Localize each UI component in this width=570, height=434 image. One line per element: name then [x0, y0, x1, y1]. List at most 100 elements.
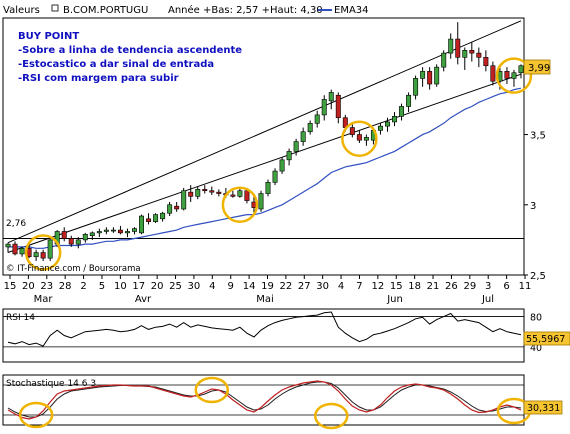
- date-tick-label: 9: [228, 281, 234, 292]
- candle: [469, 41, 475, 62]
- candle: [160, 211, 166, 222]
- candle: [188, 185, 194, 202]
- candle: [12, 241, 18, 256]
- candle-body-up: [462, 50, 468, 58]
- candle-body-up: [19, 248, 25, 255]
- ticker-name: B.COM.PORTUGU: [63, 5, 148, 16]
- candle: [216, 189, 222, 197]
- stochastic-highlight-circles: [18, 376, 532, 430]
- candle-body-up: [307, 123, 313, 133]
- rsi-grid: [3, 316, 524, 348]
- candle: [448, 33, 454, 59]
- candle: [139, 214, 144, 235]
- candle-body-down: [244, 190, 250, 201]
- candle-body-up: [258, 193, 264, 210]
- candle: [511, 69, 517, 87]
- stochastic-panel: Stochastique 14 6 3 30,331: [2, 374, 563, 430]
- candle-body-down: [230, 194, 236, 197]
- candle: [476, 47, 482, 68]
- candle: [434, 64, 440, 87]
- candle: [377, 123, 383, 135]
- candle: [413, 75, 419, 100]
- valeurs-label[interactable]: Valeurs: [3, 5, 40, 16]
- ema34-line: [8, 87, 522, 249]
- candle: [427, 67, 433, 90]
- candle-body-up: [518, 65, 524, 74]
- candle: [328, 89, 334, 110]
- candle: [174, 201, 180, 212]
- candle: [349, 123, 355, 138]
- month-label: Avr: [135, 294, 152, 305]
- candle-body-down: [455, 38, 461, 58]
- candle-body-down: [12, 243, 18, 255]
- candle: [47, 238, 53, 261]
- price-panel-frame: [2, 17, 525, 276]
- candle-body-down: [68, 238, 74, 245]
- candle-body-up: [82, 233, 88, 241]
- stochastic-grid: [3, 384, 524, 416]
- rsi-line: [7, 311, 522, 347]
- date-tick-label: 4: [209, 281, 215, 292]
- date-tick-label: 28: [59, 281, 72, 292]
- candle: [272, 168, 278, 186]
- candle: [490, 61, 496, 86]
- annotation-line-1: -Sobre a linha de tendencia ascendente: [18, 45, 242, 56]
- date-tick-label: 20: [22, 281, 35, 292]
- date-tick-label: 19: [261, 281, 274, 292]
- stochastic-highlight-circle: [194, 376, 230, 404]
- candle-body-up: [385, 121, 390, 127]
- candle-body-up: [33, 252, 39, 258]
- candle: [146, 213, 152, 225]
- date-tick-label: 15: [4, 281, 17, 292]
- month-label: Mai: [256, 294, 274, 305]
- candle: [230, 190, 236, 198]
- annotation-line-2: -Estocastico a dar sinal de entrada: [18, 59, 214, 70]
- rsi-polyline: [7, 311, 522, 347]
- candle-body-up: [103, 229, 109, 232]
- candle-body-up: [392, 116, 397, 123]
- candle-body-up: [96, 231, 102, 234]
- candle-body-up: [139, 215, 144, 234]
- candle-body-down: [117, 229, 123, 234]
- trend-lines: [7, 20, 522, 254]
- highlight-circles: [24, 57, 533, 271]
- candle: [399, 103, 405, 121]
- rsi-panel-frame: [2, 308, 525, 363]
- rsi-tick-label: 80: [530, 313, 542, 324]
- candle: [300, 127, 306, 146]
- rsi-last-badge: [523, 331, 570, 346]
- candle-body-up: [363, 137, 369, 141]
- stochastic-k-line: [7, 380, 522, 420]
- candle: [406, 92, 412, 113]
- candle: [518, 64, 524, 79]
- rsi-tick-label: 40: [530, 343, 542, 354]
- date-tick-label: 12: [371, 281, 384, 292]
- candle-body-up: [441, 52, 447, 68]
- candle-body-down: [349, 127, 355, 135]
- candle-body-up: [399, 106, 405, 117]
- candle: [314, 110, 320, 128]
- candle-body-up: [286, 151, 292, 161]
- candle-body-up: [448, 38, 454, 54]
- stochastic-highlight-circle: [18, 401, 54, 429]
- candle-body-up: [377, 125, 383, 131]
- date-tick-label: 2: [80, 281, 86, 292]
- candle: [265, 179, 271, 197]
- candle-body-down: [202, 189, 208, 192]
- price-y-axis: 2,5 3 3,5: [524, 131, 546, 282]
- candle: [504, 67, 510, 85]
- stochastic-lines: [7, 380, 522, 420]
- trend-line-lower: [7, 73, 522, 254]
- stochastic-highlight-circle: [314, 402, 349, 430]
- candle: [103, 227, 109, 235]
- month-label: Jul: [481, 294, 494, 305]
- candle-body-up: [314, 114, 320, 124]
- candle: [117, 225, 123, 235]
- dropdown-arrow-icon[interactable]: [51, 4, 59, 12]
- candle-body-up: [328, 92, 334, 102]
- candle-body-down: [216, 191, 222, 194]
- date-tick-label: 5: [99, 281, 105, 292]
- ema-line: [8, 87, 522, 249]
